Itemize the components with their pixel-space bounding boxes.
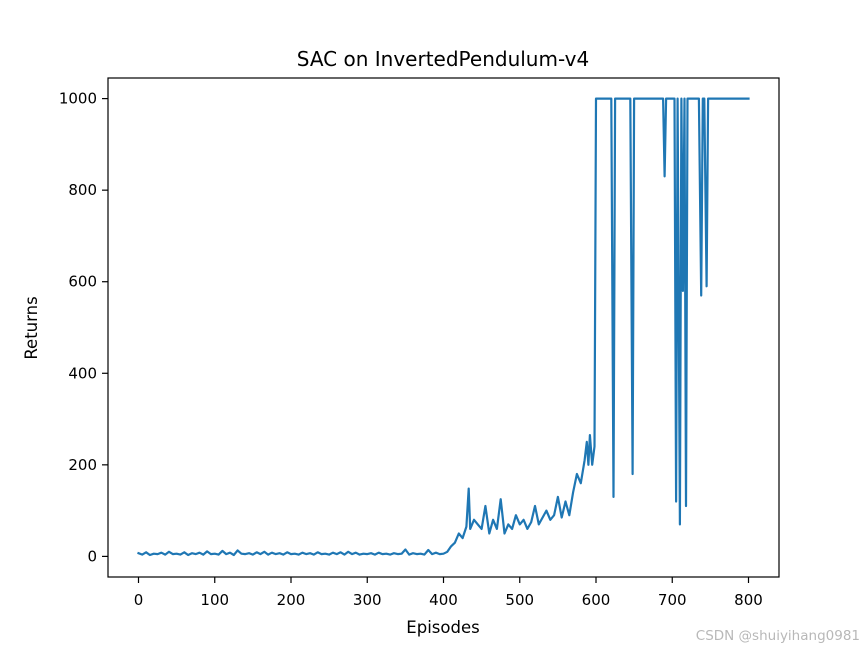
x-tick-label: 0 [134, 591, 144, 609]
series-line [137, 97, 750, 557]
y-axis-ticks: 0 200 400 600 800 1000 [59, 90, 108, 565]
x-axis-label: Episodes [406, 618, 479, 637]
plot-area [137, 97, 750, 557]
y-tick-label: 200 [68, 456, 97, 474]
watermark-text: CSDN @shuiyihang0981 [696, 628, 860, 644]
chart-title: SAC on InvertedPendulum-v4 [297, 47, 589, 71]
x-tick-label: 700 [658, 591, 687, 609]
y-tick-label: 800 [68, 181, 97, 199]
y-tick-label: 400 [68, 364, 97, 382]
y-tick-label: 1000 [59, 90, 97, 108]
x-tick-label: 100 [200, 591, 229, 609]
y-axis-label: Returns [22, 296, 41, 359]
y-tick-label: 0 [87, 547, 97, 565]
x-tick-label: 300 [353, 591, 382, 609]
x-tick-label: 400 [429, 591, 458, 609]
x-tick-label: 600 [582, 591, 611, 609]
x-tick-label: 800 [734, 591, 763, 609]
y-tick-label: 600 [68, 273, 97, 291]
x-axis-ticks: 0 100 200 300 400 500 600 700 800 [134, 577, 763, 609]
x-tick-label: 200 [277, 591, 306, 609]
x-tick-label: 500 [505, 591, 534, 609]
